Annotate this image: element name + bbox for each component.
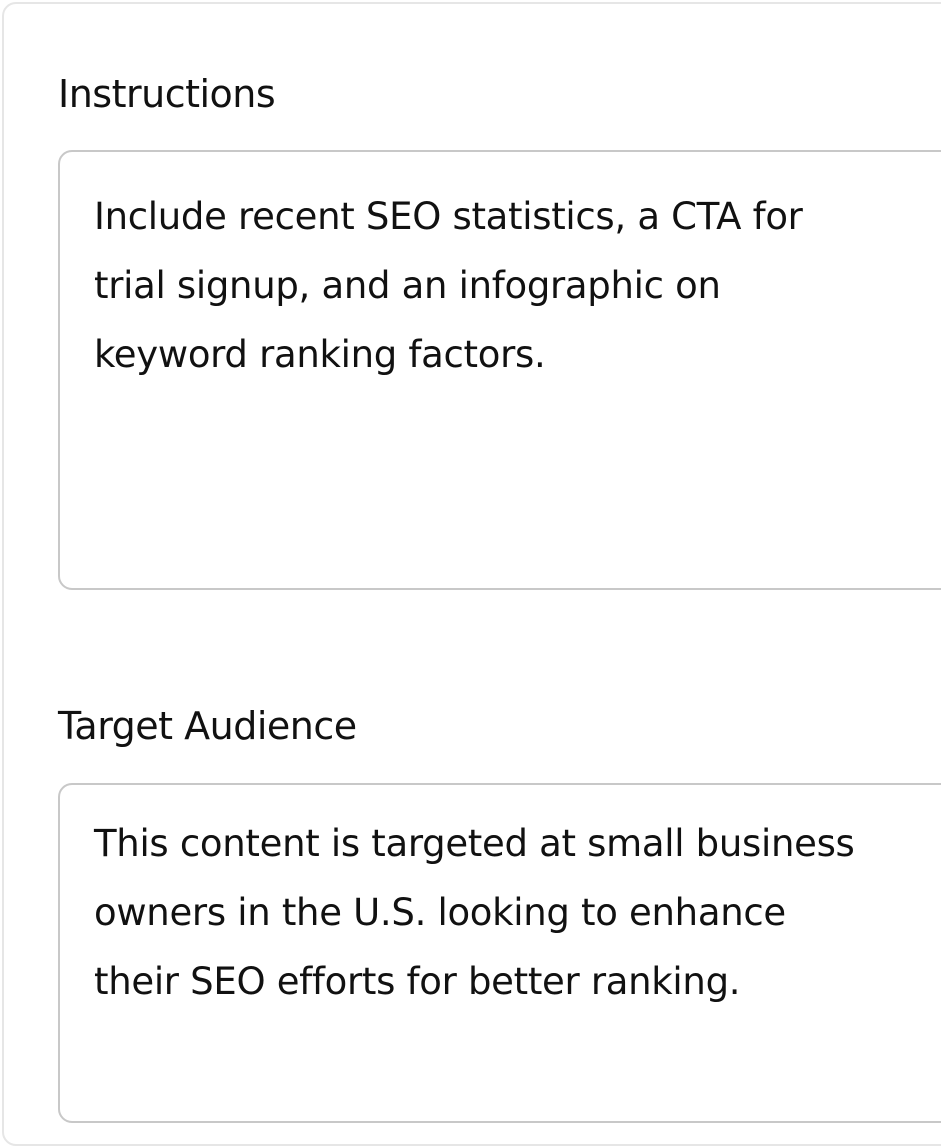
instructions-textarea[interactable]: Include recent SEO statistics, a CTA for…: [58, 150, 941, 590]
instructions-label: Instructions: [58, 72, 276, 116]
target-audience-label: Target Audience: [58, 704, 357, 748]
target-audience-textarea[interactable]: This content is targeted at small busine…: [58, 783, 941, 1123]
